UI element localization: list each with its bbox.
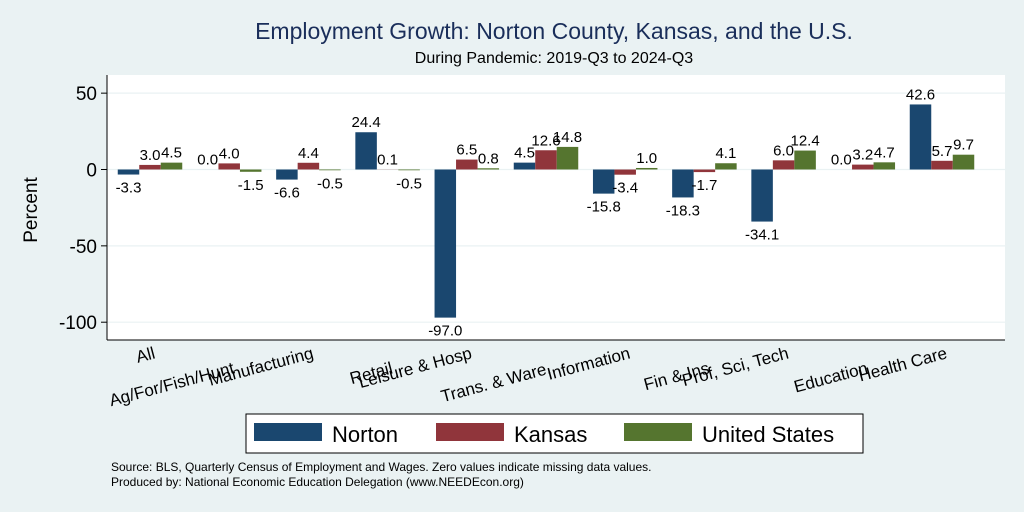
bar-united-states xyxy=(319,169,341,171)
bar-united-states xyxy=(794,150,816,170)
data-label: 4.5 xyxy=(514,145,535,162)
bar-kansas xyxy=(535,150,557,170)
bar-united-states xyxy=(952,154,975,170)
bar-united-states xyxy=(398,169,420,171)
bar-kansas xyxy=(852,164,874,170)
legend-swatch-kansas xyxy=(436,423,504,441)
producer-note: Produced by: National Economic Education… xyxy=(111,475,524,489)
bar-united-states xyxy=(873,162,896,170)
bar-united-states xyxy=(715,163,737,170)
bar-kansas xyxy=(614,169,636,175)
data-label: 9.7 xyxy=(953,137,974,154)
data-label: 12.6 xyxy=(531,132,560,149)
bar-norton xyxy=(355,132,377,170)
bar-norton xyxy=(592,169,615,194)
chart-title: Employment Growth: Norton County, Kansas… xyxy=(255,18,853,44)
data-label: -15.8 xyxy=(587,199,621,216)
x-tick-label: Manufacturing xyxy=(206,344,315,390)
data-label: 0.8 xyxy=(478,150,499,167)
x-tick-label: All xyxy=(134,344,157,367)
data-label: -6.6 xyxy=(274,185,300,202)
data-label: -0.5 xyxy=(317,175,343,192)
bar-united-states xyxy=(160,162,183,170)
y-tick-label: -100 xyxy=(59,313,97,334)
legend-label: Kansas xyxy=(514,422,587,447)
bar-norton xyxy=(434,169,457,318)
data-label: 5.7 xyxy=(932,143,953,160)
data-label: 4.4 xyxy=(298,145,319,162)
data-label: -34.1 xyxy=(745,227,779,244)
y-axis-label: Percent xyxy=(21,177,42,243)
y-tick-label: 0 xyxy=(86,161,97,182)
bar-kansas xyxy=(297,162,320,170)
data-label: -3.4 xyxy=(612,180,638,197)
bar-kansas xyxy=(456,159,478,170)
data-label: 6.0 xyxy=(773,142,794,159)
bar-norton xyxy=(751,169,773,222)
data-label: -18.3 xyxy=(666,202,700,219)
bar-kansas xyxy=(772,160,795,170)
y-tick-label: -50 xyxy=(70,237,97,258)
bar-kansas xyxy=(931,160,953,170)
data-label: -97.0 xyxy=(428,323,462,340)
x-tick-label: Prof, Sci, Tech xyxy=(680,344,790,391)
bar-norton xyxy=(276,169,298,180)
data-label: 1.0 xyxy=(636,150,657,167)
y-tick-label: 50 xyxy=(76,84,97,105)
bar-united-states xyxy=(477,168,500,170)
data-label: -0.5 xyxy=(396,175,422,192)
data-label: 6.5 xyxy=(456,142,477,159)
legend xyxy=(245,413,864,454)
data-label: -1.7 xyxy=(691,177,717,194)
bar-united-states xyxy=(635,167,658,170)
data-label: -3.3 xyxy=(116,180,142,197)
data-label: 4.5 xyxy=(161,145,182,162)
x-tick-label: Information xyxy=(545,344,632,384)
data-label: 4.7 xyxy=(874,144,895,161)
legend-label: Norton xyxy=(332,422,398,447)
bar-norton xyxy=(909,104,932,170)
bar-united-states xyxy=(239,169,262,172)
data-label: 0.1 xyxy=(377,151,398,168)
legend-swatch-norton xyxy=(254,423,322,441)
bar-kansas xyxy=(693,169,716,173)
x-tick-label: Education xyxy=(792,359,870,397)
bar-kansas xyxy=(218,163,240,170)
data-label: 42.6 xyxy=(906,86,935,103)
chart-subtitle: During Pandemic: 2019-Q3 to 2024-Q3 xyxy=(414,50,694,67)
legend-swatch-united-states xyxy=(624,423,692,441)
bar-united-states xyxy=(556,146,579,170)
data-label: 3.2 xyxy=(852,147,873,164)
plot-area xyxy=(107,75,1005,340)
data-label: 0.0 xyxy=(831,152,852,169)
data-label: 4.0 xyxy=(219,145,240,162)
bar-norton xyxy=(117,169,140,175)
data-label: 12.4 xyxy=(790,133,819,150)
data-label: 4.1 xyxy=(715,145,736,162)
x-tick-label: Health Care xyxy=(856,344,949,386)
bar-norton xyxy=(672,169,694,198)
data-label: 14.8 xyxy=(553,129,582,146)
data-label: -1.5 xyxy=(238,177,264,194)
legend-label: United States xyxy=(702,422,834,447)
data-label: 0.0 xyxy=(197,152,218,169)
bar-norton xyxy=(513,162,536,170)
data-label: 3.0 xyxy=(140,147,161,164)
bar-kansas xyxy=(139,164,161,170)
source-note: Source: BLS, Quarterly Census of Employm… xyxy=(111,460,652,474)
data-label: 24.4 xyxy=(351,114,380,131)
